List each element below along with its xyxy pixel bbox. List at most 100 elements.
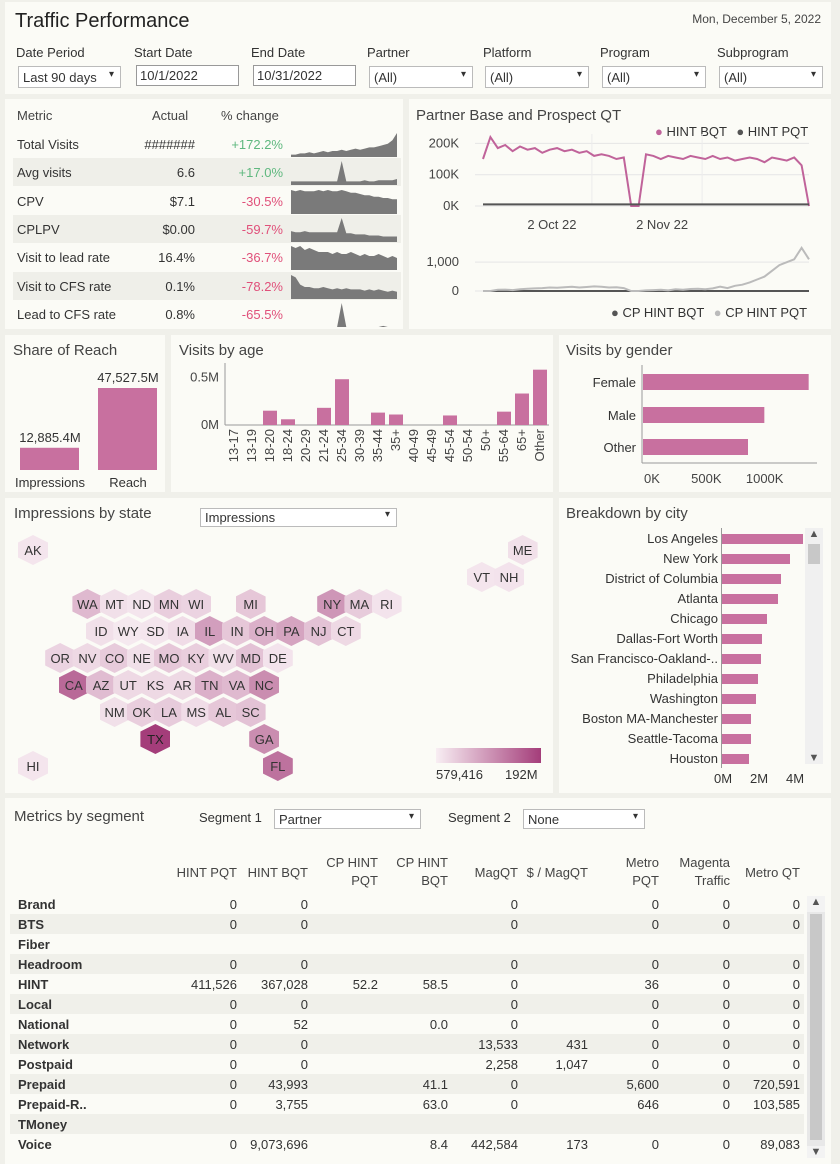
state-hex-ne[interactable]: NE — [126, 643, 157, 673]
sparkline-chart — [291, 161, 397, 186]
segment-scrollbar[interactable]: ▲ ▼ — [807, 896, 825, 1158]
state-hex-il[interactable]: IL — [194, 616, 225, 646]
scroll-up-icon[interactable]: ▲ — [807, 896, 825, 912]
table-cell: 0 — [651, 957, 659, 972]
platform-dropdown[interactable]: (All) ▾ — [485, 66, 589, 88]
state-hex-ky[interactable]: KY — [181, 643, 212, 673]
partner-dropdown[interactable]: (All) ▾ — [369, 66, 473, 88]
table-row: Network 0 0 13,533 431 0 0 0 — [10, 1034, 804, 1054]
state-hex-al[interactable]: AL — [208, 697, 239, 727]
state-hex-mt[interactable]: MT — [99, 589, 130, 619]
partner-value: (All) — [374, 70, 398, 85]
scroll-down-icon[interactable]: ▼ — [808, 752, 820, 764]
metric-change: -65.5% — [241, 306, 283, 322]
table-cell: 0 — [651, 1137, 659, 1152]
state-hex-ny[interactable]: NY — [317, 589, 348, 619]
end-date-input[interactable]: 10/31/2022 — [253, 65, 356, 86]
color-legend-max: 192M — [505, 767, 538, 782]
state-hex-nv[interactable]: NV — [72, 643, 103, 673]
table-cell: 0 — [229, 1057, 237, 1072]
state-hex-map: AK ME VT NH WA MT ND MN WI MI NY MA RI ID WY SD IA IL IN OH… — [5, 498, 553, 793]
column-header: Metro PQT — [625, 855, 659, 888]
table-cell: 3,755 — [275, 1097, 308, 1112]
state-hex-sc[interactable]: SC — [235, 697, 266, 727]
state-hex-ks[interactable]: KS — [140, 670, 171, 700]
state-hex-me[interactable]: ME — [507, 535, 538, 565]
state-hex-fl[interactable]: FL — [262, 751, 293, 781]
state-hex-ga[interactable]: GA — [249, 724, 280, 754]
table-cell: 0 — [229, 897, 237, 912]
state-hex-mi[interactable]: MI — [235, 589, 266, 619]
segment1-dropdown[interactable]: Partner ▾ — [274, 809, 421, 829]
state-hex-oh[interactable]: OH — [249, 616, 280, 646]
state-hex-co[interactable]: CO — [99, 643, 130, 673]
metric-row: Avg visits 6.6 +17.0% — [13, 158, 401, 187]
table-cell: 43,993 — [268, 1077, 308, 1092]
state-hex-tx[interactable]: TX — [140, 724, 171, 754]
scroll-up-icon[interactable]: ▲ — [808, 528, 820, 540]
table-cell: 0 — [722, 1017, 730, 1032]
state-hex-nh[interactable]: NH — [494, 562, 524, 592]
program-label: Program — [600, 45, 650, 60]
state-hex-ca[interactable]: CA — [58, 670, 89, 700]
segment2-dropdown[interactable]: None ▾ — [523, 809, 645, 829]
state-hex-hi[interactable]: HI — [18, 751, 48, 781]
legend-dot-icon: ● — [611, 305, 619, 320]
bar-age-55-64 — [497, 411, 511, 425]
state-hex-ar[interactable]: AR — [167, 670, 198, 700]
table-cell: 646 — [637, 1097, 659, 1112]
state-hex-ms[interactable]: MS — [181, 697, 212, 727]
color-legend-min: 579,416 — [436, 767, 483, 782]
start-date-input[interactable]: 10/1/2022 — [136, 65, 239, 86]
state-hex-az[interactable]: AZ — [86, 670, 116, 700]
state-hex-sd[interactable]: SD — [140, 616, 171, 646]
state-hex-ok[interactable]: OK — [126, 697, 157, 727]
row-label: BTS — [18, 917, 44, 932]
table-cell: 0 — [792, 897, 800, 912]
state-hex-wy[interactable]: WY — [113, 616, 144, 646]
state-hex-pa[interactable]: PA — [276, 616, 307, 646]
table-cell: 0 — [229, 1037, 237, 1052]
sparkline-area — [291, 302, 397, 327]
subprogram-dropdown[interactable]: (All) ▾ — [719, 66, 823, 88]
state-hex-ak[interactable]: AK — [18, 535, 48, 565]
state-hex-md[interactable]: MD — [235, 643, 266, 673]
metric-name: Visit to CFS rate — [17, 278, 112, 294]
bar-gender-male — [643, 407, 765, 423]
state-hex-nc[interactable]: NC — [249, 670, 280, 700]
state-hex-nj[interactable]: NJ — [303, 616, 334, 646]
state-hex-ma[interactable]: MA — [344, 589, 375, 619]
state-hex-mn[interactable]: MN — [154, 589, 184, 619]
state-hex-de[interactable]: DE — [262, 643, 293, 673]
state-hex-nm[interactable]: NM — [99, 697, 130, 727]
city-scrollbar[interactable]: ▲ ▼ — [805, 528, 823, 764]
state-hex-tn[interactable]: TN — [194, 670, 225, 700]
state-hex-wv[interactable]: WV — [208, 643, 239, 673]
state-hex-or[interactable]: OR — [45, 643, 76, 673]
state-hex-mo[interactable]: MO — [154, 643, 184, 673]
scroll-thumb[interactable] — [810, 914, 822, 1140]
state-hex-la[interactable]: LA — [154, 697, 184, 727]
state-hex-va[interactable]: VA — [222, 670, 252, 700]
state-hex-id[interactable]: ID — [86, 616, 116, 646]
state-hex-wa[interactable]: WA — [72, 589, 103, 619]
state-hex-ia[interactable]: IA — [167, 616, 198, 646]
state-hex-nd[interactable]: ND — [126, 589, 157, 619]
state-measure-dropdown[interactable]: Impressions ▾ — [200, 508, 397, 527]
subprogram-label: Subprogram — [717, 45, 789, 60]
row-label: Prepaid-R.. — [18, 1097, 87, 1112]
state-hex-vt[interactable]: VT — [466, 562, 497, 592]
x-tick-label: 55-64 — [496, 429, 511, 462]
date-period-dropdown[interactable]: Last 90 days ▾ — [18, 66, 121, 88]
program-dropdown[interactable]: (All) ▾ — [602, 66, 706, 88]
state-hex-ut[interactable]: UT — [113, 670, 144, 700]
x-tick-label: 35-44 — [370, 429, 385, 462]
scroll-down-icon[interactable]: ▼ — [807, 1146, 825, 1158]
scroll-thumb[interactable] — [808, 544, 820, 564]
chevron-down-icon: ▾ — [460, 69, 466, 80]
state-hex-ri[interactable]: RI — [371, 589, 402, 619]
state-hex-wi[interactable]: WI — [181, 589, 212, 619]
state-hex-in[interactable]: IN — [222, 616, 252, 646]
state-hex-ct[interactable]: CT — [330, 616, 361, 646]
x-tick-label: 20-29 — [298, 429, 313, 462]
